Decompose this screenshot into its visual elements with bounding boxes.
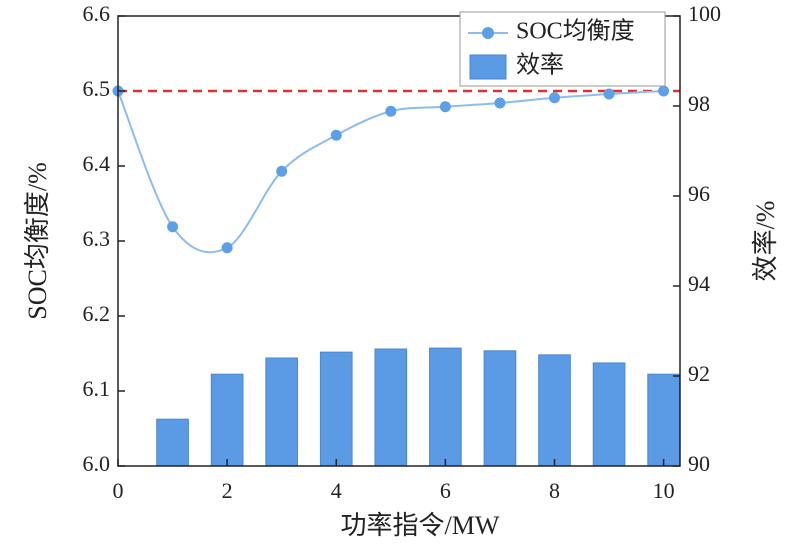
x-tick-label: 10 <box>653 478 675 503</box>
marker <box>494 97 506 109</box>
x-axis-title: 功率指令/MW <box>341 511 500 540</box>
legend-marker <box>482 27 494 39</box>
legend-swatch <box>469 54 507 80</box>
x-tick-label: 8 <box>549 478 560 503</box>
bar <box>483 350 517 467</box>
y-tick-label: 6.0 <box>83 451 111 476</box>
y-tick-label: 6.3 <box>83 226 111 251</box>
y2-tick-label: 94 <box>688 271 710 296</box>
marker <box>385 105 397 117</box>
marker <box>276 165 288 177</box>
bar <box>429 347 462 467</box>
y-tick-label: 6.5 <box>83 76 111 101</box>
y2-tick-label: 90 <box>688 451 710 476</box>
bar <box>374 348 408 467</box>
bar <box>647 373 680 467</box>
y-tick-label: 6.4 <box>83 151 111 176</box>
bar <box>592 362 626 467</box>
x-tick-label: 4 <box>331 478 342 503</box>
bar <box>538 354 571 467</box>
y2-tick-label: 92 <box>688 361 710 386</box>
bar <box>156 418 189 467</box>
marker <box>658 85 670 97</box>
bar <box>210 373 244 467</box>
bar <box>265 357 299 467</box>
y-axis-title: SOC均衡度/% <box>23 162 52 319</box>
bar <box>319 351 353 467</box>
marker <box>603 88 615 100</box>
y2-tick-label: 100 <box>688 1 721 26</box>
y-tick-label: 6.1 <box>83 376 111 401</box>
marker <box>439 101 451 113</box>
marker <box>167 221 179 233</box>
legend-label: SOC均衡度 <box>516 18 635 45</box>
marker <box>330 129 342 141</box>
x-tick-label: 2 <box>222 478 233 503</box>
x-tick-label: 6 <box>440 478 451 503</box>
y-tick-label: 6.6 <box>83 1 111 26</box>
line <box>117 90 664 254</box>
marker <box>221 242 233 254</box>
legend-label: 效率 <box>516 52 564 79</box>
y2-tick-label: 98 <box>688 91 710 116</box>
y2-axis-title: 效率/% <box>751 201 780 282</box>
marker <box>549 92 561 104</box>
y2-tick-label: 96 <box>688 181 710 206</box>
y-tick-label: 6.2 <box>83 301 111 326</box>
x-tick-label: 0 <box>113 478 124 503</box>
